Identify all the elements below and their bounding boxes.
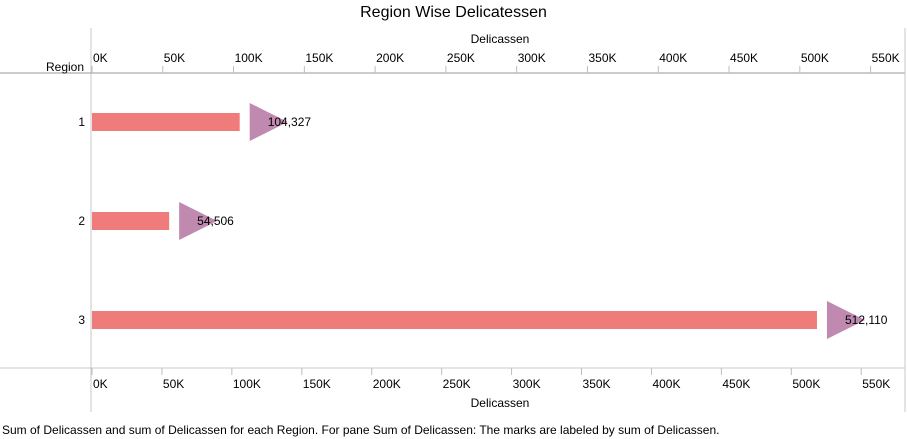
row-label: 1 <box>78 115 85 129</box>
chart-title: Region Wise Delicatessen <box>360 4 547 21</box>
bottom-axis-title: Delicassen <box>471 396 530 410</box>
arrow-marker-1 <box>249 103 288 141</box>
top-tick-label: 550K <box>872 51 900 65</box>
bars: 104,327 54,506 512,110 <box>92 103 888 339</box>
bottom-tick-label: 100K <box>233 377 261 391</box>
top-tick-label: 150K <box>305 51 333 65</box>
arrow-marker-2 <box>179 202 218 240</box>
bottom-tick-label: 550K <box>862 377 890 391</box>
row-label: 3 <box>78 313 85 327</box>
top-tick-label: 350K <box>588 51 616 65</box>
top-tick-label: 50K <box>164 51 185 65</box>
bar-2 <box>92 212 170 230</box>
bar-1 <box>92 113 240 131</box>
bottom-tick-label: 50K <box>163 377 184 391</box>
bottom-tick-label: 250K <box>443 377 471 391</box>
bottom-tick-label: 450K <box>722 377 750 391</box>
row-header: Region <box>46 60 84 74</box>
bottom-tick-label: 0K <box>93 377 108 391</box>
top-tick-label: 300K <box>518 51 546 65</box>
top-tick-label: 450K <box>730 51 758 65</box>
top-tick-label: 200K <box>376 51 404 65</box>
bar-3 <box>92 311 817 329</box>
bottom-axis: 0K 50K 100K 150K 200K 250K 300K 350K 400K 450K 500… <box>91 368 890 410</box>
bottom-tick-label: 400K <box>652 377 680 391</box>
top-axis: Delicassen 0K 50K 100K 150K 200K 250K 300K 350K 4… <box>91 32 900 73</box>
top-tick-label: 100K <box>235 51 263 65</box>
top-tick-label: 250K <box>447 51 475 65</box>
top-tick-label: 400K <box>659 51 687 65</box>
bottom-tick-label: 350K <box>583 377 611 391</box>
value-label-3: 512,110 <box>845 313 888 327</box>
bottom-tick-label: 500K <box>792 377 820 391</box>
top-axis-title: Delicassen <box>471 32 530 46</box>
chart-frame <box>0 28 906 412</box>
arrow-marker-3 <box>826 301 865 339</box>
top-tick-label: 500K <box>801 51 829 65</box>
row-labels: Region 1 2 3 <box>46 60 85 327</box>
bottom-tick-label: 300K <box>513 377 541 391</box>
chart-caption: Sum of Delicassen and sum of Delicassen … <box>2 423 720 437</box>
row-label: 2 <box>78 214 85 228</box>
top-tick-label: 0K <box>93 51 108 65</box>
value-label-2: 54,506 <box>197 214 234 228</box>
value-label-1: 104,327 <box>268 115 312 129</box>
bottom-tick-label: 150K <box>303 377 331 391</box>
bottom-tick-label: 200K <box>373 377 401 391</box>
